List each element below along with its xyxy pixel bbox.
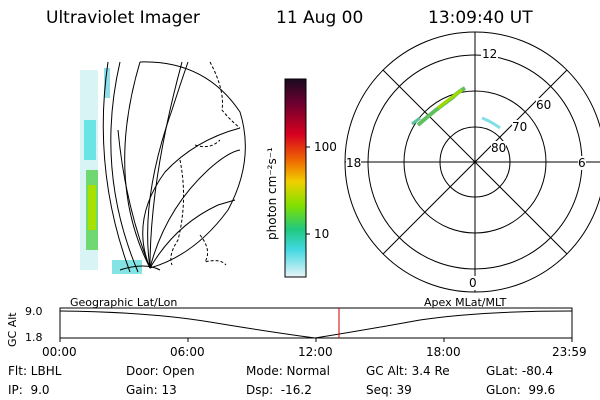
seq-info: Seq: 39 [366, 383, 412, 397]
geographic-lat-lon-label: Geographic Lat/Lon [70, 296, 178, 309]
observation-time: 13:09:40 UT [428, 8, 533, 28]
glat-info: GLat: -80.4 [486, 364, 553, 378]
time-tick-0600: 06:00 [170, 345, 205, 359]
mode-info: Mode: Normal [246, 364, 330, 378]
mlat-label-70: 70 [512, 120, 528, 134]
colorbar-tick-10: 10 [314, 227, 330, 241]
filter-info: Flt: LBHL [8, 364, 62, 378]
time-tick-1800: 18:00 [426, 345, 461, 359]
time-tick-1200: 12:00 [298, 345, 333, 359]
mlt-label-12: 12 [481, 47, 499, 61]
mlt-label-6: 6 [578, 156, 586, 170]
gc-alt-tick-1-8: 1.8 [25, 331, 43, 344]
time-tick-2359: 23:59 [552, 345, 587, 359]
lat-lon-grid [102, 61, 246, 273]
time-tick-0000: 00:00 [42, 345, 77, 359]
auroral-emission [411, 86, 501, 130]
instrument-title: Ultraviolet Imager [46, 8, 200, 28]
apex-mlat-mlt-label: Apex MLat/MLT [424, 296, 507, 309]
mlt-label-0: 0 [469, 276, 477, 290]
ip-info: IP: 9.0 [8, 383, 50, 397]
observation-date: 11 Aug 00 [276, 8, 364, 28]
dsp-info: Dsp: -16.2 [246, 383, 312, 397]
gc-alt-info: GC Alt: 3.4 Re [366, 364, 450, 378]
gain-info: Gain: 13 [126, 383, 177, 397]
colorbar-tick-100: 100 [314, 140, 337, 154]
door-info: Door: Open [126, 364, 195, 378]
coastline [170, 61, 241, 266]
mlat-label-60: 60 [536, 98, 552, 112]
glon-info: GLon: 99.6 [486, 383, 556, 397]
mlt-label-18: 18 [346, 156, 362, 170]
mlat-label-80: 80 [491, 141, 507, 155]
gc-alt-tick-9: 9.0 [25, 305, 43, 318]
